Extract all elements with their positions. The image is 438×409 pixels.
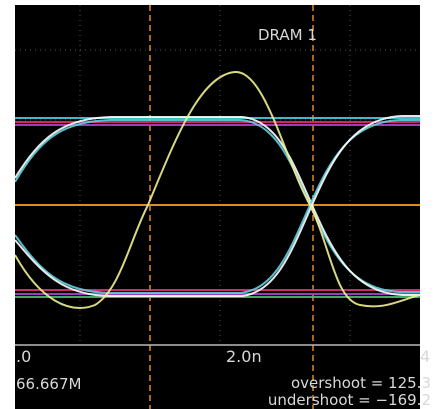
- screen-background: [15, 5, 420, 409]
- undershoot-label: undershoot = −169.2: [268, 391, 431, 409]
- scope-screen: DRAM 1 .0 2.0n 4 66.667M overshoot = 125…: [0, 0, 438, 409]
- rate-label: 66.667M: [16, 375, 81, 393]
- overshoot-label: overshoot = 125.3: [291, 374, 431, 392]
- x-axis-label: 2.0n: [226, 347, 262, 366]
- x-axis-label: .0: [16, 347, 31, 366]
- x-axis-label: 4: [420, 347, 430, 366]
- page: DRAM 1 .0 2.0n 4 66.667M overshoot = 125…: [0, 0, 438, 409]
- channel-title: DRAM 1: [258, 26, 317, 44]
